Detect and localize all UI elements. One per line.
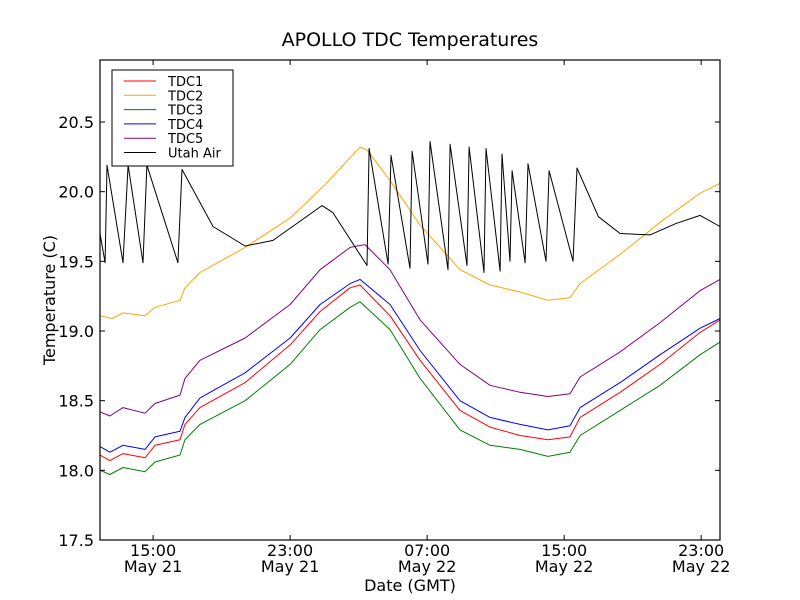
y-tick-label: 20.5 [58,113,94,132]
series-line-tdc3 [99,301,721,475]
legend-label: TDC2 [167,89,203,104]
x-tick-label-time: 07:00 [404,541,450,560]
series-line-tdc1 [99,284,721,462]
legend-label: TDC4 [167,118,203,133]
series-line-tdc2 [99,146,721,319]
x-tick-label-time: 15:00 [541,541,587,560]
x-tick-label-time: 23:00 [267,541,313,560]
y-tick-label: 18.0 [58,461,94,480]
y-tick-label: 19.5 [58,252,94,271]
series-line-utah-air [99,141,721,273]
series-line-tdc5 [99,244,721,417]
legend-label: Utah Air [168,147,221,162]
y-tick-label: 19.0 [58,322,94,341]
y-axis: 17.5 18.0 18.5 19.0 19.5 20.0 20.5 [58,113,720,550]
legend-label: TDC3 [167,104,203,119]
y-axis-label: Temperature (C) [40,235,59,366]
x-tick-label-date: May 22 [535,557,594,576]
legend-label: TDC5 [167,132,203,147]
legend-box [111,69,234,167]
x-tick-label-date: May 21 [124,557,183,576]
x-tick-label-date: May 22 [672,557,731,576]
series-layer [99,141,721,475]
x-tick-label-date: May 22 [398,557,457,576]
y-tick-label: 20.0 [58,183,94,202]
x-tick-label-date: May 21 [261,557,320,576]
y-tick-label: 18.5 [58,392,94,411]
x-tick-label-time: 23:00 [678,541,724,560]
legend-label: TDC1 [167,75,203,90]
y-tick-label: 17.5 [58,531,94,550]
x-tick-label-time: 15:00 [130,541,176,560]
x-axis-label: Date (GMT) [364,576,456,595]
plot-frame [99,59,721,541]
chart-title: APOLLO TDC Temperatures [282,29,539,51]
series-line-tdc4 [99,278,721,453]
